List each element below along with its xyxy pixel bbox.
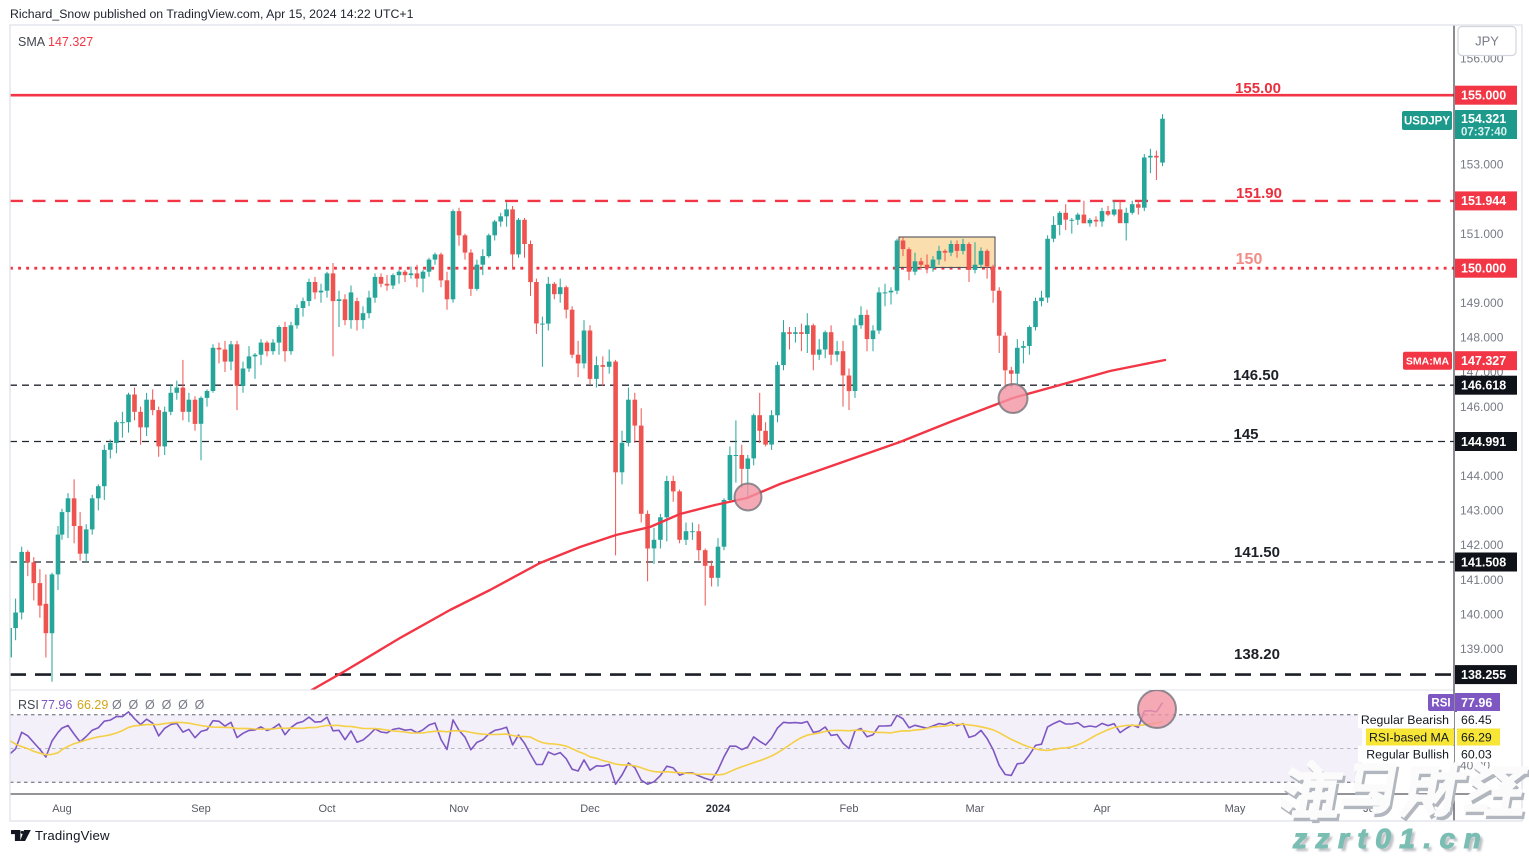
svg-text:Feb: Feb (840, 803, 859, 815)
svg-text:Sep: Sep (191, 803, 211, 815)
svg-text:151.90: 151.90 (1236, 185, 1282, 202)
svg-text:Mar: Mar (966, 803, 985, 815)
svg-text:153.000: 153.000 (1460, 158, 1504, 172)
svg-text:143.000: 143.000 (1460, 504, 1504, 518)
svg-text:60.03: 60.03 (1461, 748, 1492, 762)
svg-text:141.000: 141.000 (1460, 573, 1504, 587)
svg-text:SMA: SMA (18, 35, 46, 49)
svg-text:Regular Bullish: Regular Bullish (1366, 748, 1449, 762)
svg-text:139.000: 139.000 (1460, 642, 1504, 656)
svg-text:ØØØØØØ: ØØØØØØ (112, 698, 211, 712)
svg-text:151.944: 151.944 (1461, 194, 1506, 208)
svg-text:77.96: 77.96 (41, 698, 72, 712)
svg-text:77.96: 77.96 (1461, 696, 1492, 710)
svg-text:146.000: 146.000 (1460, 400, 1504, 414)
svg-text:147.327: 147.327 (48, 35, 93, 49)
svg-text:146.50: 146.50 (1233, 367, 1279, 384)
svg-text:151.000: 151.000 (1460, 227, 1504, 241)
svg-text:Regular Bearish: Regular Bearish (1361, 713, 1449, 727)
svg-text:Dec: Dec (580, 803, 600, 815)
svg-text:150: 150 (1236, 251, 1263, 268)
svg-text:145: 145 (1233, 426, 1258, 443)
svg-text:JPY: JPY (1475, 34, 1499, 49)
svg-text:USDJPY: USDJPY (1404, 116, 1450, 128)
svg-text:138.20: 138.20 (1234, 646, 1280, 663)
svg-text:RSI: RSI (1431, 698, 1450, 710)
svg-text:66.29: 66.29 (1461, 731, 1492, 745)
svg-text:Nov: Nov (449, 803, 469, 815)
svg-text:66.45: 66.45 (1461, 713, 1492, 727)
svg-text:142.000: 142.000 (1460, 538, 1504, 552)
svg-text:RSI: RSI (18, 698, 39, 712)
svg-text:Oct: Oct (318, 803, 335, 815)
svg-text:141.50: 141.50 (1234, 544, 1280, 561)
svg-text:148.000: 148.000 (1460, 331, 1504, 345)
svg-text:150.000: 150.000 (1461, 262, 1506, 276)
svg-text:Apr: Apr (1093, 803, 1110, 815)
svg-text:140.000: 140.000 (1460, 607, 1504, 621)
svg-text:07:37:40: 07:37:40 (1461, 127, 1507, 139)
svg-text:141.508: 141.508 (1461, 555, 1506, 569)
svg-text:154.321: 154.321 (1461, 112, 1506, 126)
svg-text:2024: 2024 (706, 803, 731, 815)
svg-text:144.000: 144.000 (1460, 469, 1504, 483)
svg-text:155.00: 155.00 (1235, 80, 1281, 97)
svg-text:155.000: 155.000 (1461, 89, 1506, 103)
svg-text:144.991: 144.991 (1461, 435, 1506, 449)
svg-text:Aug: Aug (52, 803, 72, 815)
svg-text:149.000: 149.000 (1460, 296, 1504, 310)
svg-text:SMA:MA: SMA:MA (1406, 356, 1450, 368)
svg-text:147.327: 147.327 (1461, 354, 1506, 368)
svg-text:66.29: 66.29 (77, 698, 108, 712)
svg-text:May: May (1225, 803, 1246, 815)
svg-text:138.255: 138.255 (1461, 668, 1506, 682)
svg-text:RSI-based MA: RSI-based MA (1369, 731, 1450, 745)
svg-text:146.618: 146.618 (1461, 379, 1506, 393)
